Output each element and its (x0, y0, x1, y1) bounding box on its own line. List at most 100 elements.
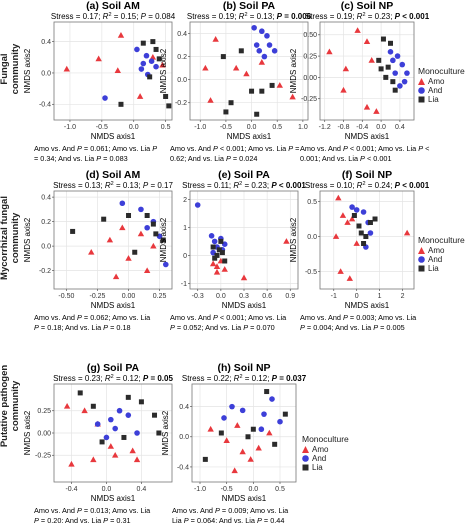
panel-stats: Stress = 0.19; R2 = 0.23; P < 0.001 (305, 12, 430, 21)
point-lia (380, 36, 386, 42)
circle-icon (302, 455, 309, 462)
x-tick-label: 0.4 (137, 486, 147, 493)
x-tick-label: -1.0 (194, 124, 206, 131)
point-amo (403, 229, 411, 236)
point-and (399, 61, 406, 68)
pairwise-note: P = 0.004; And vs. Lia P = 0.005 (300, 323, 405, 332)
point-and (271, 48, 278, 54)
point-and (153, 63, 159, 70)
x-tick-label: -1.0 (194, 486, 206, 493)
point-amo (239, 448, 246, 455)
y-tick-label: 0.2 (41, 219, 51, 226)
point-amo (258, 59, 266, 65)
point-lia (220, 54, 226, 60)
x-axis-label: NMDS axis1 (91, 301, 136, 310)
point-and (397, 83, 403, 89)
point-and (194, 202, 201, 208)
x-axis-label: NMDS axis1 (222, 301, 267, 310)
point-amo (247, 456, 254, 462)
triangle-icon (418, 78, 425, 85)
point-lia (126, 213, 132, 218)
point-and (349, 204, 355, 210)
legend-row-1: Monoculture Amo And Lia (418, 66, 465, 104)
x-axis-label: NMDS axis1 (222, 494, 267, 503)
panel-title: (f) Soil NP (342, 169, 392, 181)
y-tick-label: -1 (181, 281, 187, 288)
point-and (125, 412, 132, 418)
panel-title: (c) Soil NP (341, 0, 394, 12)
point-amo (213, 268, 221, 275)
point-amo (111, 451, 119, 458)
point-and (239, 407, 246, 414)
point-amo (231, 467, 238, 474)
point-lia (254, 111, 260, 117)
x-tick-label: 0.3 (239, 293, 249, 300)
x-axis-label: NMDS axis1 (345, 301, 390, 310)
point-and (266, 42, 273, 48)
point-lia (282, 411, 288, 417)
point-and (138, 66, 145, 72)
point-lia (160, 237, 166, 243)
point-lia (125, 394, 131, 400)
y-tick-label: 0.0 (41, 244, 51, 251)
point-and (102, 95, 108, 101)
legend-item-amo: Amo (418, 246, 465, 255)
point-amo (95, 55, 102, 62)
pairwise-note: Amo vs. And P = 0.062; Amo vs. Lia (34, 313, 151, 322)
point-lia (361, 241, 367, 246)
y-tick-label: -0.2 (175, 100, 187, 107)
y-tick-label: 0.5 (307, 199, 317, 206)
y-tick-label: 0.0 (307, 234, 317, 241)
legend-item-amo: Amo (418, 77, 465, 86)
plot-frame (189, 21, 309, 121)
point-amo (243, 70, 250, 77)
plot-frame (53, 21, 173, 121)
point-amo (342, 65, 350, 72)
point-and (116, 407, 123, 414)
point-and (353, 207, 360, 213)
x-tick-label: 0.5 (275, 486, 285, 493)
pairwise-note: Amo vs. And P = 0.003; Amo vs. Lia (300, 313, 417, 322)
legend-item-and: And (302, 454, 349, 463)
point-and (143, 52, 150, 59)
pairwise-note: P = 0.052; And vs. Lia P = 0.070 (170, 323, 275, 332)
point-lia (228, 100, 234, 106)
y-tick-label: 0.4 (179, 404, 189, 411)
x-tick-label: 1 (378, 293, 382, 300)
legend-item-and: And (418, 86, 465, 95)
y-axis-label: NMDS axis2 (23, 48, 32, 93)
y-axis-label: NMDS axis2 (289, 217, 298, 262)
legend-item-lia: Lia (302, 463, 349, 472)
panel-stats: Stress = 0.23; R2 = 0.12; P = 0.05 (53, 374, 173, 383)
point-and (229, 403, 235, 410)
y-axis-label: NMDS axis2 (23, 410, 32, 455)
y-tick-label: 1 (183, 225, 187, 232)
point-amo (209, 260, 217, 267)
y-tick-label: 2 (183, 197, 187, 204)
point-and (390, 57, 396, 64)
point-lia (358, 230, 364, 236)
point-amo (68, 460, 75, 467)
point-amo (119, 224, 126, 231)
legend-item-and: And (418, 255, 465, 264)
plot-frame (191, 383, 297, 483)
point-and (259, 28, 265, 35)
y-axis-label: NMDS axis2 (23, 217, 32, 262)
x-tick-label: -0.8 (337, 124, 349, 131)
legend-item-lia: Lia (418, 264, 465, 273)
plot-frame (53, 190, 173, 290)
panel-stats: Stress = 0.22; R2 = 0.12; P = 0.037 (182, 374, 307, 383)
panel-stats: Stress = 0.11; R2 = 0.23; P < 0.001 (182, 181, 306, 190)
pairwise-note: Amo vs. And P < 0.001; Amo vs. Lia P < (300, 144, 429, 153)
legend-row-3: Monoculture Amo And Lia (302, 434, 349, 472)
point-amo (212, 35, 219, 42)
y-tick-label: -0.25 (301, 96, 317, 103)
x-tick-label: -0.3 (192, 293, 204, 300)
pairwise-note: Lia P = 0.064; And vs. Lia P = 0.44 (172, 516, 284, 523)
triangle-icon (302, 446, 309, 453)
point-and (264, 33, 270, 39)
